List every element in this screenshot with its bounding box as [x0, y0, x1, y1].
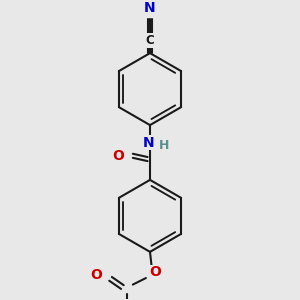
Text: N: N	[144, 1, 156, 15]
Text: N: N	[142, 136, 154, 150]
Text: C: C	[146, 34, 154, 46]
Text: O: O	[112, 149, 124, 163]
Text: O: O	[149, 265, 161, 279]
Text: O: O	[91, 268, 103, 282]
Text: H: H	[159, 139, 169, 152]
